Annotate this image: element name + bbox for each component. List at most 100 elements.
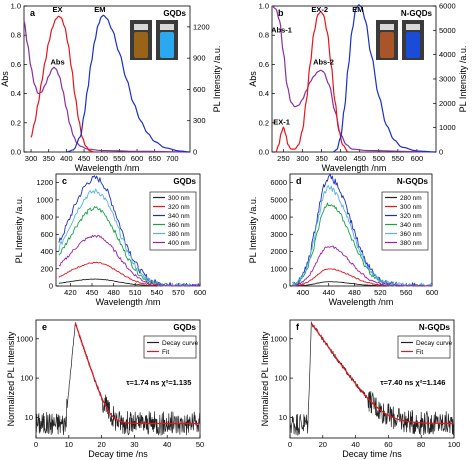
series-line-em	[332, 4, 437, 153]
y-tick-label: 0	[283, 282, 287, 291]
y-axis-label: Normalized PL Intensity	[260, 331, 270, 426]
sample-label: GQDs	[173, 323, 196, 332]
y-axis-label: PL Intensity /a.u.	[14, 197, 24, 264]
x-tick-label: 450	[353, 154, 366, 163]
curve-annotation: Abs-1	[271, 25, 292, 34]
y-tick-label: 0.0	[11, 148, 21, 157]
y-tick-label: 1.0	[259, 2, 269, 11]
x-axis-label: Wavelength /nm	[322, 163, 387, 173]
x-tick-label: 80	[417, 440, 425, 449]
y2-tick-label: 0	[193, 148, 197, 157]
series-line-ex-1	[275, 11, 349, 153]
curve-annotation: EX	[53, 5, 63, 14]
y2-axis-label: PL Intensity /a.u.	[212, 46, 222, 113]
x-tick-label: 480	[348, 288, 361, 297]
decay-curve-line	[35, 322, 201, 436]
decay-curve-line	[289, 321, 455, 436]
vial-cap	[134, 24, 148, 30]
legend-label: 340 nm	[400, 222, 422, 229]
legend-label: 300 nm	[400, 204, 422, 211]
y-tick-label: 800	[40, 213, 53, 222]
x-tick-label: 600	[426, 288, 439, 297]
series-line	[58, 234, 200, 287]
panel-letter: f	[296, 322, 300, 332]
legend-label: 360 nm	[168, 222, 190, 229]
y-axis-label: Abs	[0, 71, 10, 87]
x-tick-label: 30	[130, 440, 138, 449]
x-axis-label: Decay time /ns	[342, 449, 402, 459]
vial-liquid	[406, 32, 420, 58]
y-tick-label: 10	[279, 413, 287, 422]
x-tick-label: 520	[374, 288, 387, 297]
legend-label: 280 nm	[400, 195, 422, 202]
y-tick-label: 100	[20, 374, 33, 383]
x-tick-label: 450	[86, 288, 99, 297]
y2-tick-label: 5000	[439, 26, 456, 35]
legend-label: 320 nm	[168, 204, 190, 211]
y-tick-label: 0.6	[11, 60, 21, 69]
x-tick-label: 100	[448, 440, 461, 449]
y-tick-label: 1.0	[11, 2, 21, 11]
panel-a: 300 350 400 450 500 550 600 650 700 0.0 0.2 0.4 0.6 0…	[0, 2, 222, 174]
vial-liquid	[160, 32, 174, 58]
curve-annotation: EX-2	[311, 5, 328, 14]
series-line	[292, 245, 433, 287]
y2-tick-label: 1200	[193, 22, 210, 31]
x-tick-label: 540	[151, 288, 164, 297]
series-line	[58, 188, 200, 287]
curve-annotation: EM	[352, 5, 363, 14]
x-tick-label: 600	[131, 154, 144, 163]
x-tick-label: 0	[34, 440, 38, 449]
x-tick-label: 550	[392, 154, 405, 163]
sample-label: N-GQDs	[401, 9, 433, 18]
x-tick-label: 420	[64, 288, 77, 297]
x-tick-label: 570	[172, 288, 185, 297]
y-tick-label: 1000	[16, 334, 33, 343]
panel-letter: c	[62, 176, 67, 186]
x-tick-label: 400	[334, 154, 347, 163]
fit-annotation: τ=7.40 ns χ²=1.146	[380, 378, 445, 387]
x-tick-label: 600	[411, 154, 424, 163]
y2-tick-label: 3000	[439, 75, 456, 84]
y-tick-label: 2000	[270, 247, 287, 256]
curve-annotation: Abs	[50, 57, 64, 66]
x-tick-label: 500	[95, 154, 108, 163]
curve-annotation: EX-1	[273, 117, 290, 126]
x-tick-label: 300	[25, 154, 38, 163]
x-tick-label: 350	[42, 154, 55, 163]
y2-tick-label: 600	[193, 85, 206, 94]
y2-axis-label: PL Intensity /a.u.	[458, 46, 468, 113]
x-tick-label: 300	[296, 154, 309, 163]
legend-label: 300 nm	[168, 195, 190, 202]
legend-box	[397, 335, 451, 359]
y2-tick-label: 300	[193, 116, 206, 125]
y-tick-label: 0.4	[11, 89, 21, 98]
fit-line	[74, 322, 201, 425]
x-tick-label: 600	[194, 288, 207, 297]
y-tick-label: 6000	[270, 178, 287, 187]
x-axis-label: Decay time /ns	[88, 449, 148, 459]
x-tick-label: 350	[315, 154, 328, 163]
panel-b: 250 300 350 400 450 500 550 600 0.0 0.2 0.4 0.6 0.8 1…	[248, 2, 468, 174]
sample-label: GQDs	[173, 177, 196, 186]
legend-box	[143, 335, 197, 359]
y-tick-label: 600	[40, 230, 53, 239]
x-tick-label: 20	[319, 440, 327, 449]
y-tick-label: 400	[40, 247, 53, 256]
x-tick-label: 480	[107, 288, 120, 297]
y-tick-label: 3000	[270, 230, 287, 239]
legend-box	[149, 191, 197, 251]
sample-label: N-GQDs	[419, 323, 451, 332]
plot-frame	[35, 319, 201, 439]
y-tick-label: 0	[49, 282, 53, 291]
x-tick-label: 700	[166, 154, 179, 163]
legend-label: Decay curve	[416, 340, 453, 347]
legend-label: 340 nm	[168, 213, 190, 220]
x-tick-label: 450	[78, 154, 91, 163]
plot-frame	[55, 173, 201, 287]
y-tick-label: 5000	[270, 195, 287, 204]
y2-tick-label: 1000	[439, 123, 456, 132]
y-tick-label: 0.8	[259, 31, 269, 40]
x-axis-label: Wavelength /nm	[75, 163, 140, 173]
y-tick-label: 200	[40, 264, 53, 273]
